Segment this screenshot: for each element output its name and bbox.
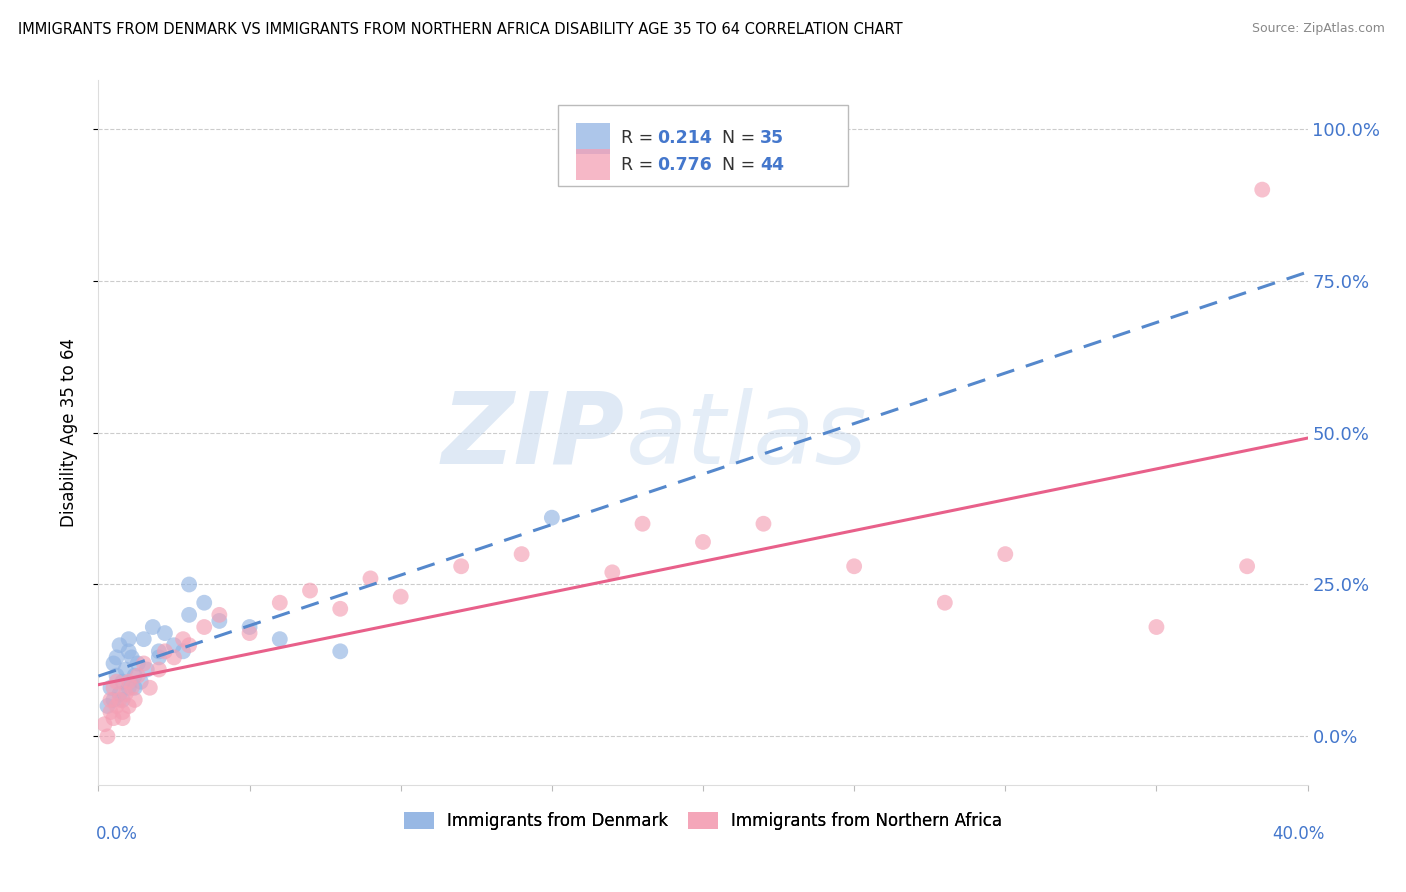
Point (153, 626, 176, 640)
Point (114, 687, 136, 701)
Point (100, 705, 122, 719)
Point (121, 681, 143, 695)
Point (111, 693, 134, 707)
Legend: Immigrants from Denmark, Immigrants from Northern Africa: Immigrants from Denmark, Immigrants from… (396, 805, 1010, 837)
Point (844, 559, 866, 574)
Point (108, 687, 131, 701)
Point (111, 674, 134, 689)
Point (118, 644, 141, 658)
Point (934, 596, 956, 610)
Point (96, 698, 118, 713)
Text: R =: R = (621, 156, 658, 174)
Text: IMMIGRANTS FROM DENMARK VS IMMIGRANTS FROM NORTHERN AFRICA DISABILITY AGE 35 TO : IMMIGRANTS FROM DENMARK VS IMMIGRANTS FR… (18, 22, 903, 37)
Point (103, 657, 125, 671)
Point (148, 644, 170, 658)
Point (105, 674, 128, 689)
Point (208, 614, 231, 628)
Point (135, 663, 157, 677)
Point (631, 516, 654, 531)
Point (118, 632, 141, 647)
Point (118, 681, 141, 695)
Point (118, 698, 141, 713)
Point (329, 601, 352, 615)
Point (1236, 559, 1258, 574)
Point (193, 596, 215, 610)
Point (360, 571, 382, 585)
Point (100, 681, 122, 695)
Text: N =: N = (711, 156, 761, 174)
Text: atlas: atlas (626, 388, 868, 484)
Point (111, 705, 134, 719)
Point (239, 620, 262, 634)
Point (124, 693, 146, 707)
Point (103, 693, 125, 707)
Point (142, 620, 165, 634)
Point (163, 638, 186, 652)
Point (108, 638, 131, 652)
FancyBboxPatch shape (576, 149, 610, 180)
Text: 44: 44 (759, 156, 783, 174)
Point (153, 644, 176, 658)
Point (118, 674, 141, 689)
FancyBboxPatch shape (558, 105, 848, 186)
Point (172, 644, 194, 658)
Y-axis label: Disability Age 35 to 64: Disability Age 35 to 64 (59, 338, 77, 527)
Point (269, 596, 291, 610)
Point (132, 657, 155, 671)
Point (105, 668, 128, 682)
Point (103, 711, 125, 725)
Point (148, 650, 170, 665)
Point (127, 668, 149, 682)
Point (96, 730, 118, 744)
Point (124, 668, 146, 682)
Point (193, 620, 215, 634)
Point (172, 632, 194, 647)
Point (121, 650, 143, 665)
Text: 35: 35 (759, 129, 785, 147)
Text: Source: ZipAtlas.com: Source: ZipAtlas.com (1251, 22, 1385, 36)
Point (602, 566, 624, 580)
Point (329, 644, 352, 658)
Point (93, 717, 115, 731)
Point (1146, 620, 1168, 634)
Point (994, 547, 1017, 561)
Text: 0.0%: 0.0% (96, 825, 138, 843)
Text: N =: N = (711, 129, 761, 147)
Point (139, 681, 162, 695)
Point (540, 510, 562, 524)
Point (450, 559, 472, 574)
Point (129, 674, 152, 689)
Text: ZIP: ZIP (441, 388, 624, 484)
Point (163, 650, 186, 665)
Point (179, 577, 201, 591)
Point (1251, 183, 1274, 197)
Point (148, 663, 170, 677)
Point (114, 663, 136, 677)
Point (269, 632, 291, 647)
Point (100, 693, 122, 707)
Point (127, 657, 149, 671)
Text: 40.0%: 40.0% (1272, 825, 1324, 843)
Point (239, 626, 262, 640)
Point (692, 535, 714, 549)
Point (752, 516, 775, 531)
Text: 0.776: 0.776 (657, 156, 711, 174)
Point (108, 693, 131, 707)
FancyBboxPatch shape (576, 122, 610, 154)
Point (103, 681, 125, 695)
Point (179, 607, 201, 622)
Point (510, 547, 533, 561)
Point (389, 590, 412, 604)
Point (105, 698, 128, 713)
Text: 0.214: 0.214 (657, 129, 711, 147)
Point (179, 638, 201, 652)
Text: R =: R = (621, 129, 658, 147)
Point (132, 632, 155, 647)
Point (105, 650, 128, 665)
Point (124, 681, 146, 695)
Point (111, 711, 134, 725)
Point (208, 607, 231, 622)
Point (299, 583, 322, 598)
